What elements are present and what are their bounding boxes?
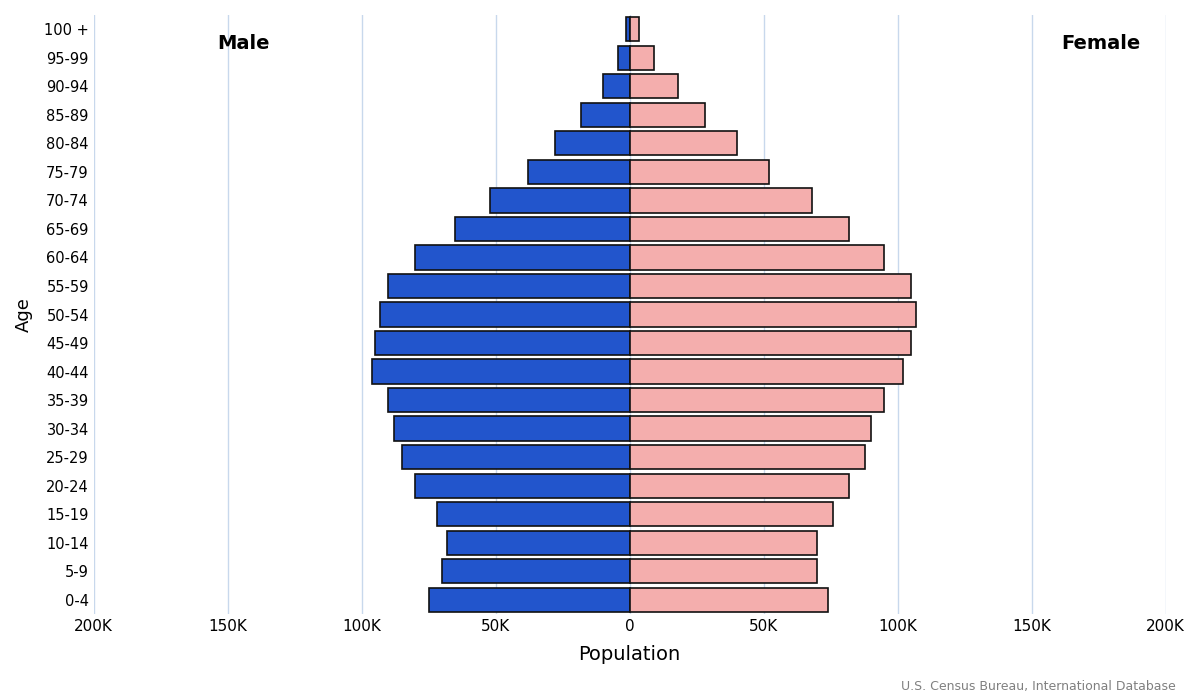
Bar [630, 46, 654, 70]
Bar [630, 245, 884, 270]
Bar [630, 502, 833, 526]
Text: Female: Female [1062, 34, 1141, 53]
Bar [630, 103, 704, 127]
Bar [618, 46, 630, 70]
Bar [491, 188, 630, 213]
Bar [582, 103, 630, 127]
Bar [625, 17, 630, 41]
Bar [630, 445, 865, 469]
Bar [630, 473, 850, 498]
Bar [630, 559, 817, 583]
Bar [630, 188, 812, 213]
Bar [630, 587, 828, 612]
Bar [630, 17, 640, 41]
Bar [415, 473, 630, 498]
Bar [528, 160, 630, 184]
Bar [415, 245, 630, 270]
Bar [630, 331, 911, 355]
Bar [630, 531, 817, 555]
Bar [630, 359, 902, 384]
Bar [376, 331, 630, 355]
Bar [630, 131, 737, 155]
Bar [372, 359, 630, 384]
Bar [630, 160, 769, 184]
Bar [389, 274, 630, 298]
Bar [394, 416, 630, 441]
Bar [630, 388, 884, 412]
Y-axis label: Age: Age [14, 297, 34, 332]
Bar [630, 274, 911, 298]
Bar [602, 74, 630, 99]
Bar [428, 587, 630, 612]
X-axis label: Population: Population [578, 645, 680, 664]
Text: U.S. Census Bureau, International Database: U.S. Census Bureau, International Databa… [901, 680, 1176, 693]
Bar [630, 302, 917, 327]
Bar [389, 388, 630, 412]
Bar [448, 531, 630, 555]
Bar [380, 302, 630, 327]
Bar [456, 217, 630, 241]
Text: Male: Male [217, 34, 270, 53]
Bar [630, 217, 850, 241]
Bar [630, 74, 678, 99]
Bar [630, 416, 871, 441]
Bar [437, 502, 630, 526]
Bar [554, 131, 630, 155]
Bar [402, 445, 630, 469]
Bar [442, 559, 630, 583]
